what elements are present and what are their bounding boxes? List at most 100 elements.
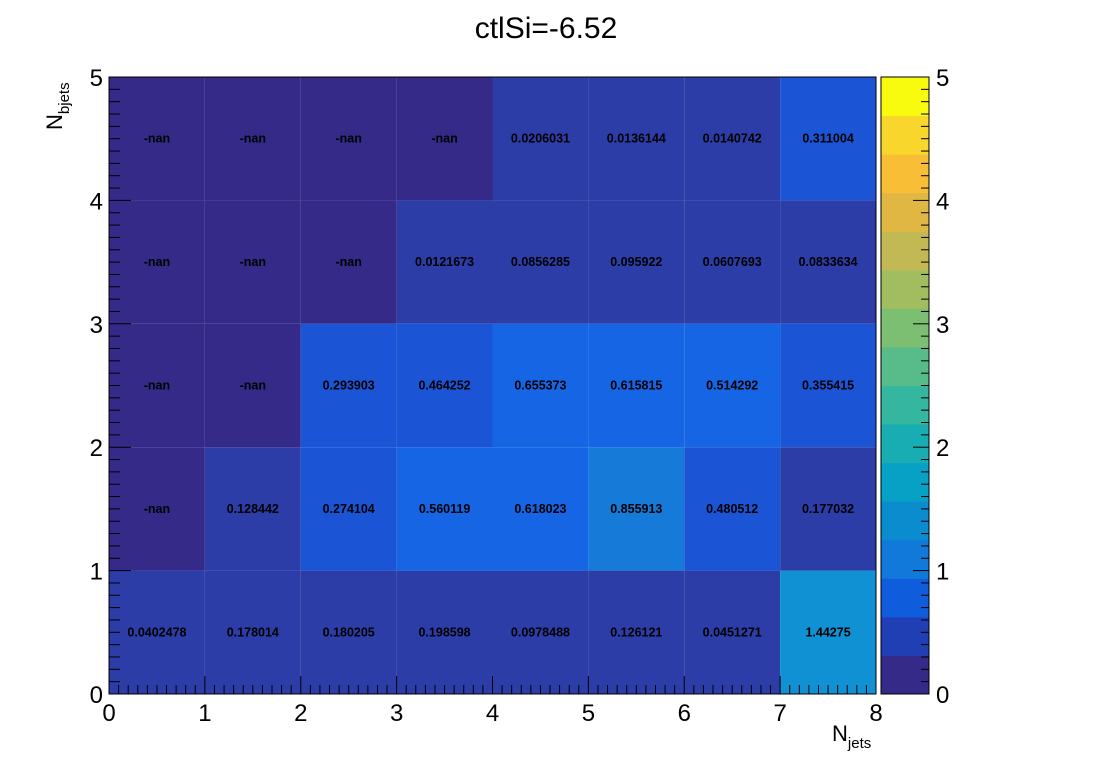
cell-value-label: 0.128442 xyxy=(227,502,279,516)
heatmap-cell xyxy=(588,77,685,201)
cell-value-label: 0.0140742 xyxy=(703,132,762,146)
x-axis-title-sub: jets xyxy=(847,735,871,752)
x-tick-label: 3 xyxy=(390,700,403,727)
y-axis-title-sub: bjets xyxy=(56,82,73,114)
cell-value-label: 0.177032 xyxy=(802,502,854,516)
heatmap-cell xyxy=(492,323,589,448)
cell-value-label: -nan xyxy=(240,379,266,393)
x-tick-label: 0 xyxy=(102,700,115,727)
heatmap-cell xyxy=(396,77,493,201)
cell-value-label: 0.855913 xyxy=(610,502,662,516)
x-tick-label: 6 xyxy=(678,700,691,727)
cell-value-labels: 0.0402478 0.178014 0.180205 0.198598 0.09784… xyxy=(127,132,857,640)
colorbar-segment xyxy=(881,578,929,618)
colorbar-segment xyxy=(881,385,929,425)
heatmap-cell xyxy=(204,447,301,571)
colorbar-axis: 0 1 2 3 4 5 xyxy=(913,65,949,709)
cell-value-label: 0.293903 xyxy=(323,379,375,393)
heatmap-cell xyxy=(684,323,781,448)
heatmap-cell xyxy=(300,200,397,324)
z-tick-label: 1 xyxy=(936,559,949,586)
y-tick-label: 2 xyxy=(90,435,103,462)
colorbar-segment xyxy=(881,424,929,464)
colorbar-segment xyxy=(881,655,929,695)
colorbar-segment xyxy=(881,269,929,309)
x-tick-label: 4 xyxy=(486,700,499,727)
heatmap-cell xyxy=(300,447,397,571)
cell-value-label: -nan xyxy=(335,255,361,269)
colorbar-segment xyxy=(881,115,929,155)
cell-value-label: 0.198598 xyxy=(418,625,470,639)
x-axis-title-main: N xyxy=(832,721,848,746)
y-axis-title: Nbjets xyxy=(42,82,73,130)
colorbar-segment xyxy=(881,154,929,194)
cell-value-label: 0.0136144 xyxy=(607,132,666,146)
chart-title: ctlSi=-6.52 xyxy=(475,12,618,45)
z-tick-label: 2 xyxy=(936,435,949,462)
heatmap-cell xyxy=(684,200,781,324)
cell-value-label: 0.126121 xyxy=(610,625,662,639)
z-tick-label: 0 xyxy=(936,682,949,709)
heatmap-cell xyxy=(780,570,876,694)
heatmap-cell xyxy=(780,200,876,324)
cell-value-label: -nan xyxy=(144,379,170,393)
heatmap-cell xyxy=(492,447,589,571)
heatmap-cell xyxy=(300,570,397,694)
heatmap-cell xyxy=(396,323,493,448)
cell-value-label: 0.560119 xyxy=(419,502,470,516)
x-tick-label: 2 xyxy=(294,700,307,727)
y-axis: 0 1 2 3 4 5 xyxy=(90,65,131,709)
heatmap-cell xyxy=(588,447,685,571)
colorbar-segment xyxy=(881,501,929,541)
heatmap-cell xyxy=(492,200,589,324)
colorbar-segment xyxy=(881,308,929,348)
z-tick-label: 5 xyxy=(936,65,949,92)
heatmap-cell xyxy=(109,570,205,694)
cell-value-label: 0.514292 xyxy=(706,379,758,393)
x-tick-label: 5 xyxy=(582,700,595,727)
cell-value-label: 0.480512 xyxy=(706,502,758,516)
colorbar-segment xyxy=(881,77,929,117)
cell-value-label: 0.0978488 xyxy=(511,625,570,639)
heatmap-cell xyxy=(109,323,205,448)
cell-value-label: -nan xyxy=(240,255,266,269)
cell-value-label: 0.0206031 xyxy=(511,132,570,146)
heatmap-cell xyxy=(204,323,301,448)
heatmap-cell xyxy=(684,447,781,571)
x-tick-label: 8 xyxy=(869,700,882,727)
colorbar xyxy=(880,76,930,695)
y-tick-label: 1 xyxy=(90,559,103,586)
y-axis-title-main: N xyxy=(42,114,67,130)
heatmap-cell xyxy=(396,447,493,571)
colorbar-segment xyxy=(881,346,929,386)
x-tick-label: 7 xyxy=(773,700,786,727)
heatmap-cell xyxy=(396,200,493,324)
cell-value-label: 0.095922 xyxy=(610,255,662,269)
cell-value-label: 0.618023 xyxy=(514,502,566,516)
heatmap-cell xyxy=(109,447,205,571)
cell-value-label: 0.355415 xyxy=(802,379,854,393)
cell-value-label: 0.274104 xyxy=(323,502,375,516)
heatmap-cell xyxy=(588,323,685,448)
cell-value-label: 0.655373 xyxy=(514,379,566,393)
x-axis-title: Njets xyxy=(832,721,871,752)
heatmap-cell xyxy=(109,200,205,324)
cell-value-label: 1.44275 xyxy=(805,625,850,639)
y-tick-label: 3 xyxy=(90,312,103,339)
heatmap-cell xyxy=(109,77,205,201)
heatmap-cell xyxy=(492,570,589,694)
heatmap-cell xyxy=(204,77,301,201)
cell-value-label: 0.180205 xyxy=(323,625,375,639)
cell-value-label: 0.0607693 xyxy=(703,255,762,269)
x-axis: 0 1 2 3 4 5 6 7 8 xyxy=(102,676,883,727)
heatmap-cell xyxy=(780,447,876,571)
cell-value-label: 0.464252 xyxy=(418,379,470,393)
heatmap-cell xyxy=(492,77,589,201)
heatmap-cell xyxy=(300,77,397,201)
x-tick-label: 1 xyxy=(198,700,211,727)
cell-value-label: -nan xyxy=(144,132,170,146)
y-tick-label: 5 xyxy=(90,65,103,92)
colorbar-segment xyxy=(881,192,929,232)
heatmap-cell xyxy=(204,200,301,324)
